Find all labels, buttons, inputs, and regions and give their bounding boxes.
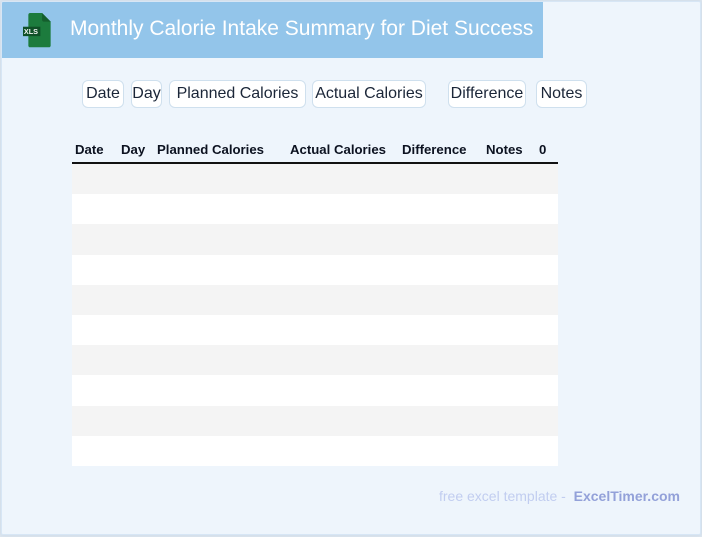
svg-text:XLS: XLS [24,27,38,36]
